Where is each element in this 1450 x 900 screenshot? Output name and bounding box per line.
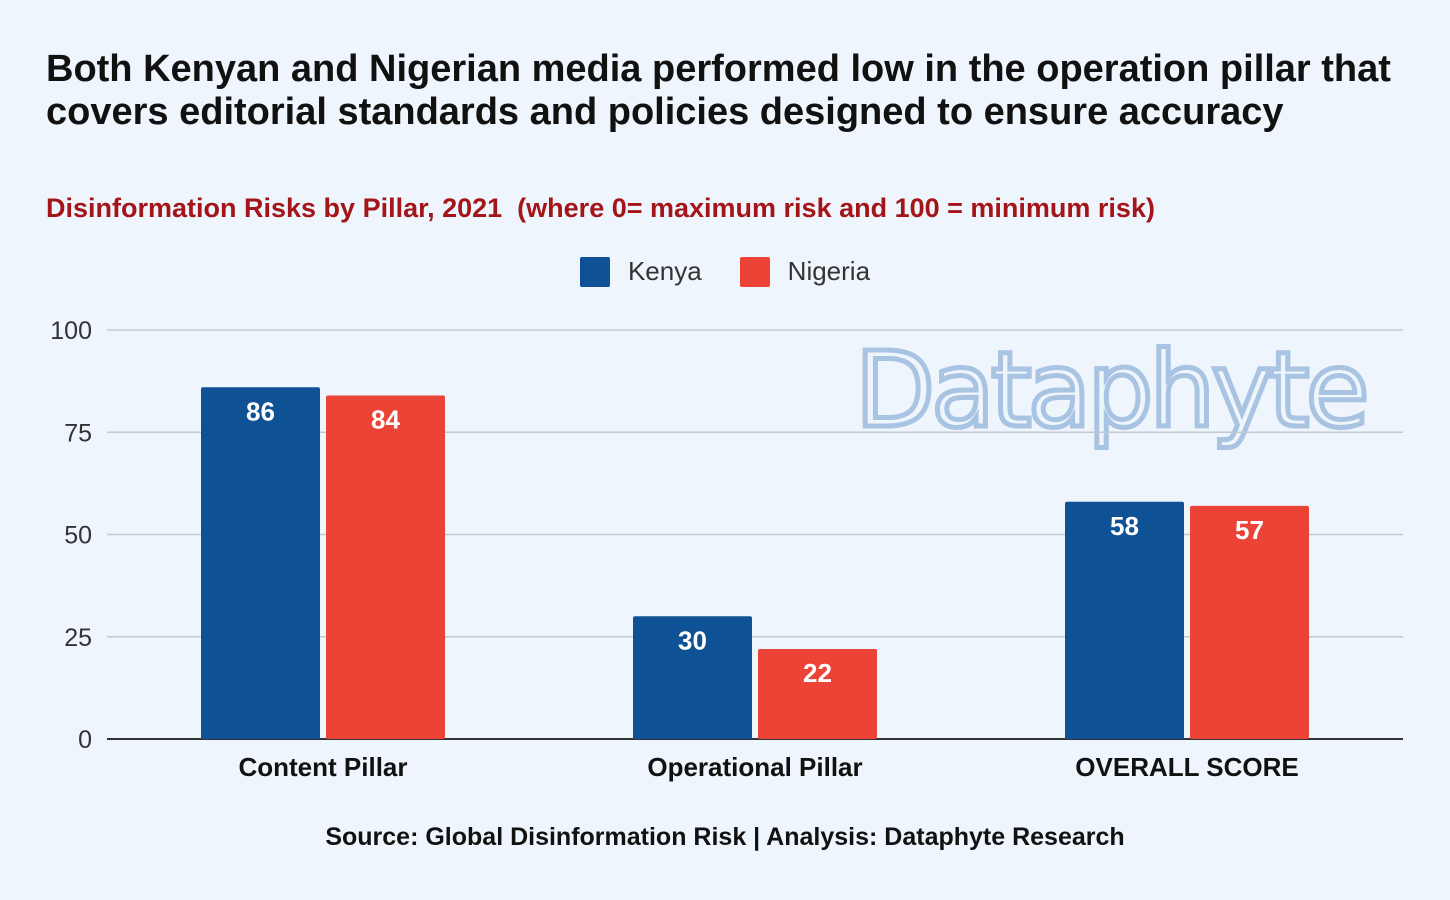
legend: Kenya Nigeria xyxy=(0,256,1450,287)
data-label-kenya-2: 58 xyxy=(1110,511,1139,541)
legend-label-kenya: Kenya xyxy=(627,256,702,286)
legend-item-nigeria[interactable]: Nigeria xyxy=(739,256,871,287)
legend-swatch-nigeria xyxy=(739,256,770,287)
y-tick-label-100: 100 xyxy=(50,317,92,345)
legend-label-nigeria: Nigeria xyxy=(787,256,871,286)
x-tick-label-1: Operational Pillar xyxy=(647,752,862,782)
data-label-kenya-1: 30 xyxy=(678,625,707,655)
chart-title: Both Kenyan and Nigerian media performed… xyxy=(46,48,1391,133)
legend-item-kenya[interactable]: Kenya xyxy=(579,256,702,287)
watermark-logo: Dataphyte xyxy=(853,329,1373,451)
data-label-nigeria-0: 84 xyxy=(371,404,400,434)
y-tick-label-75: 75 xyxy=(64,419,92,447)
source-note: Source: Global Disinformation Risk | Ana… xyxy=(325,823,1125,851)
y-tick-label-25: 25 xyxy=(64,624,92,652)
y-tick-label-0: 0 xyxy=(78,726,92,754)
data-label-nigeria-1: 22 xyxy=(803,658,832,688)
bar-nigeria-2 xyxy=(1190,505,1309,739)
data-label-kenya-0: 86 xyxy=(246,396,275,426)
x-tick-label-2: OVERALL SCORE xyxy=(1075,752,1298,782)
x-tick-label-0: Content Pillar xyxy=(238,752,407,782)
bar-kenya-0 xyxy=(201,387,320,739)
bar-kenya-2 xyxy=(1065,501,1184,739)
y-tick-label-50: 50 xyxy=(64,522,92,550)
legend-swatch-kenya xyxy=(579,256,610,287)
bar-nigeria-1 xyxy=(758,649,877,739)
bar-kenya-1 xyxy=(633,616,752,739)
bar-nigeria-0 xyxy=(326,395,445,739)
data-label-nigeria-2: 57 xyxy=(1235,515,1264,545)
chart-subtitle: Disinformation Risks by Pillar, 2021 (wh… xyxy=(46,193,1155,223)
